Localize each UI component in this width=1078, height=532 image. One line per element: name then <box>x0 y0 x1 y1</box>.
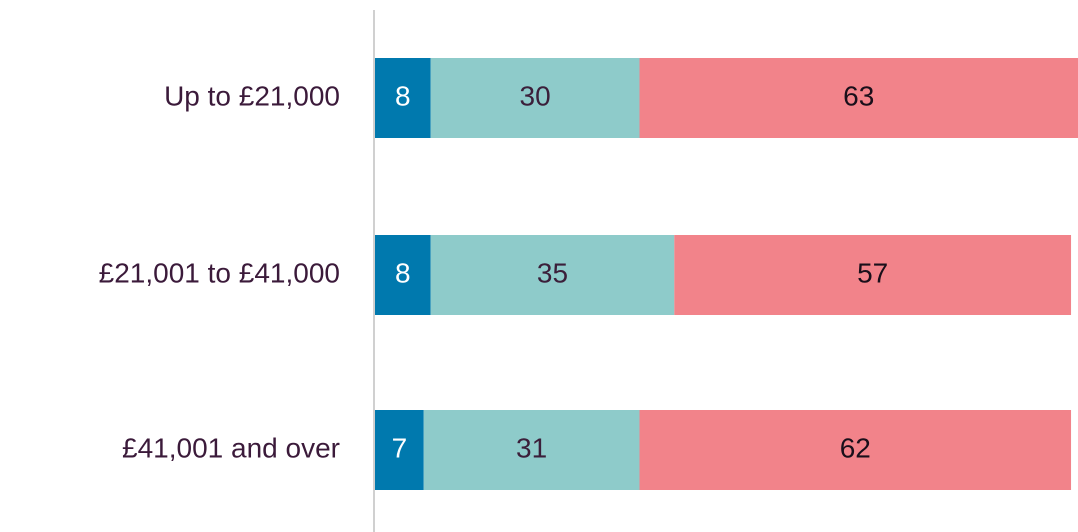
data-label: 7 <box>392 432 408 463</box>
bar-segment <box>674 235 1072 315</box>
bar-segment <box>375 235 431 315</box>
bar-segment <box>639 410 1072 490</box>
data-label: 63 <box>843 80 874 111</box>
data-label: 31 <box>516 432 547 463</box>
bar-segment <box>423 410 640 490</box>
data-label: 35 <box>537 257 568 288</box>
category-label: Up to £21,000 <box>164 80 340 111</box>
data-label: 62 <box>840 432 871 463</box>
data-label: 30 <box>520 80 551 111</box>
data-label: 8 <box>395 257 411 288</box>
data-label: 8 <box>395 80 411 111</box>
category-label: £21,001 to £41,000 <box>99 257 340 288</box>
data-label: 57 <box>857 257 888 288</box>
bar-segment <box>375 58 431 138</box>
category-label: £41,001 and over <box>122 432 340 463</box>
bar-segment <box>430 235 675 315</box>
bar-segment <box>375 410 424 490</box>
bar-segment <box>430 58 640 138</box>
bar-segment <box>639 58 1078 138</box>
